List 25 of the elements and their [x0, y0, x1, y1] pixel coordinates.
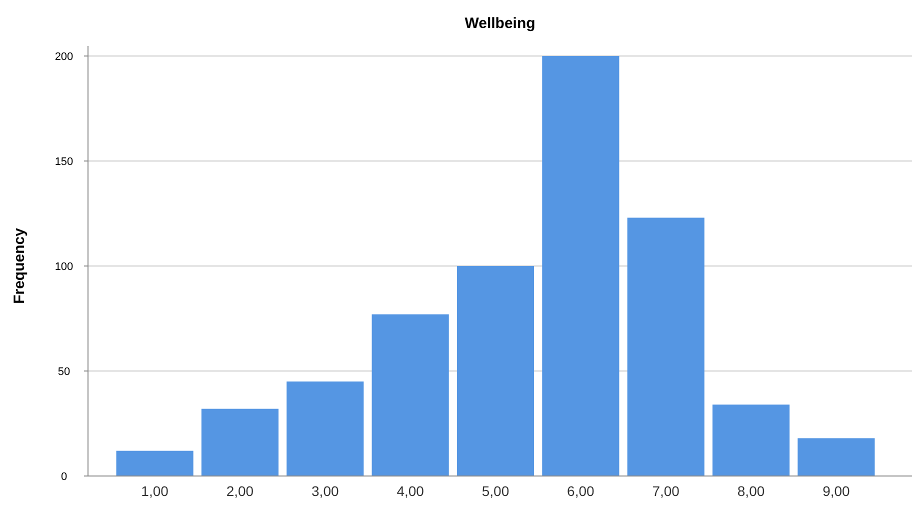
bar	[712, 404, 790, 476]
bar	[456, 266, 534, 476]
y-axis-title: Frequency	[11, 227, 28, 304]
x-tick-label: 1,00	[141, 483, 169, 499]
bar	[798, 438, 875, 476]
x-tick-label: 7,00	[652, 483, 680, 499]
bar	[627, 218, 704, 476]
y-tick-label: 150	[54, 156, 74, 168]
bar	[372, 314, 449, 476]
bar	[542, 56, 620, 476]
x-tick-label: 4,00	[396, 483, 424, 499]
x-tick-label: 2,00	[226, 483, 254, 499]
chart-title: Wellbeing	[464, 15, 536, 32]
y-tick-label: 200	[54, 50, 74, 63]
x-tick-label: 3,00	[312, 483, 339, 499]
x-tick-label: 8,00	[737, 483, 765, 499]
y-tick-label: 100	[54, 260, 74, 273]
bar	[116, 450, 194, 476]
bar	[286, 382, 364, 476]
x-tick-label: 9,00	[822, 483, 850, 499]
y-tick-label: 50	[58, 366, 70, 378]
bar	[201, 408, 279, 476]
x-tick-label: 6,00	[567, 483, 595, 499]
y-tick-label: 0	[60, 470, 68, 483]
x-tick-label: 5,00	[482, 483, 510, 499]
